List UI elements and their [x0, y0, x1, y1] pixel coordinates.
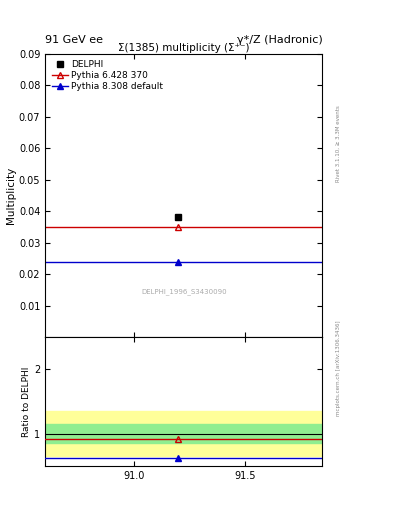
Text: DELPHI_1996_S3430090: DELPHI_1996_S3430090: [141, 288, 226, 295]
Bar: [45, 411, 322, 456]
Text: γ*/Z (Hadronic): γ*/Z (Hadronic): [237, 35, 322, 45]
Title: Σ(1385) multiplicity (Σ⁺⁻): Σ(1385) multiplicity (Σ⁺⁻): [118, 43, 250, 53]
Bar: [45, 424, 322, 443]
Legend: DELPHI, Pythia 6.428 370, Pythia 8.308 default: DELPHI, Pythia 6.428 370, Pythia 8.308 d…: [50, 58, 165, 93]
Text: Rivet 3.1.10, ≥ 3.3M events: Rivet 3.1.10, ≥ 3.3M events: [336, 105, 341, 182]
Text: 91 GeV ee: 91 GeV ee: [45, 35, 103, 45]
Text: mcplots.cern.ch [arXiv:1306.3436]: mcplots.cern.ch [arXiv:1306.3436]: [336, 321, 341, 416]
Y-axis label: Multiplicity: Multiplicity: [6, 167, 16, 224]
Y-axis label: Ratio to DELPHI: Ratio to DELPHI: [22, 366, 31, 437]
